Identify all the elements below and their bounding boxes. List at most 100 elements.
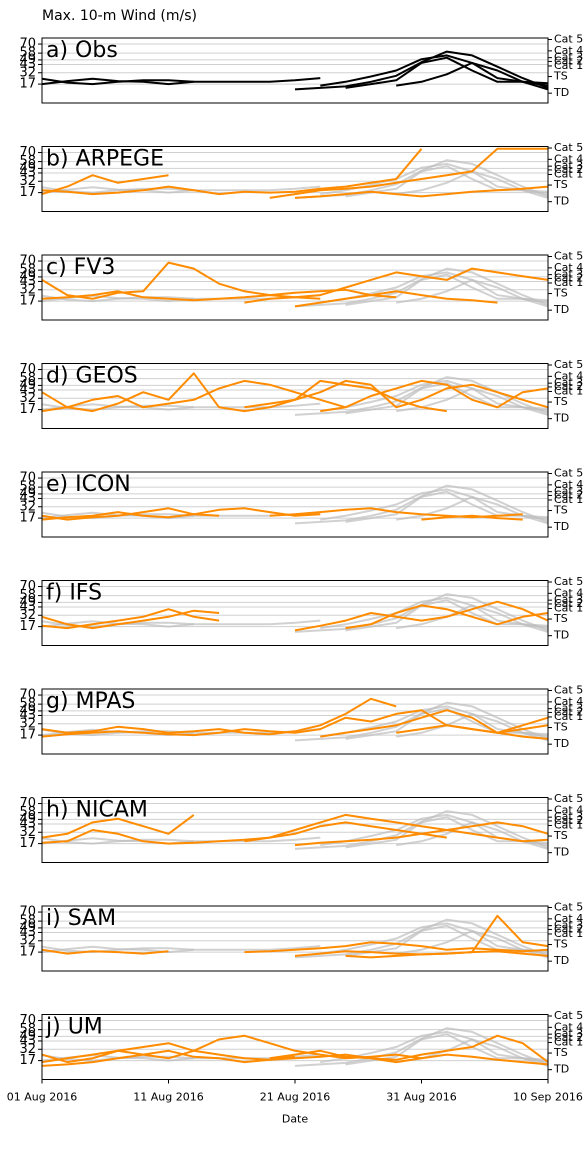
y2-tick-label: TS xyxy=(553,395,568,408)
y-tick-label: 49 xyxy=(19,486,36,501)
y-tick-label: 32 xyxy=(19,716,36,731)
series-line xyxy=(41,1049,549,1067)
series-line xyxy=(244,379,549,409)
y2-tick-label: TS xyxy=(553,70,568,83)
y2-tick-label: TD xyxy=(553,846,569,859)
y2-tick-label: TS xyxy=(553,287,568,300)
y-tick-label: 49 xyxy=(19,378,36,393)
reference-line xyxy=(396,278,549,308)
y-tick-label: 17 xyxy=(19,402,36,417)
y-tick-label: 17 xyxy=(19,728,36,743)
series-line xyxy=(41,148,423,196)
y2-tick-label: Cat 3 xyxy=(554,51,583,64)
y2-tick-label: Cat 3 xyxy=(554,702,583,715)
y2-tick-label: Cat 1 xyxy=(554,59,583,72)
series-line xyxy=(269,147,548,199)
panel-label: b) ARPEGE xyxy=(46,147,164,172)
series-line xyxy=(41,608,220,630)
y2-tick-label: TS xyxy=(553,829,568,842)
y-tick-label: 32 xyxy=(19,608,36,623)
y2-tick-label: TS xyxy=(553,1046,568,1059)
series-line xyxy=(244,813,549,843)
y2-tick-label: TD xyxy=(553,303,569,316)
y2-tick-label: Cat 5 xyxy=(554,141,583,154)
y2-tick-label: Cat 1 xyxy=(554,384,583,397)
y-tick-label: 49 xyxy=(19,52,36,67)
y2-tick-label: Cat 3 xyxy=(554,268,583,281)
y2-tick-label: Cat 5 xyxy=(554,792,583,805)
y-tick-label: 58 xyxy=(19,1022,36,1037)
y2-tick-label: Cat 4 xyxy=(554,369,583,382)
series-line xyxy=(244,941,549,954)
panel-frame xyxy=(41,580,549,646)
y-tick-label: 70 xyxy=(19,796,36,811)
y2-tick-label: Cat 5 xyxy=(554,575,583,588)
y-tick-label: 43 xyxy=(19,382,36,397)
y-tick-label: 43 xyxy=(19,57,36,72)
y-tick-label: 32 xyxy=(19,1042,36,1057)
series-line xyxy=(41,174,169,196)
y2-tick-label: Cat 3 xyxy=(554,376,583,389)
y2-tick-label: Cat 5 xyxy=(554,250,583,263)
y-tick-label: 70 xyxy=(19,37,36,52)
y-tick-label: 32 xyxy=(19,391,36,406)
series-line xyxy=(294,829,549,847)
y2-tick-label: Cat 5 xyxy=(554,358,583,371)
y-tick-label: 58 xyxy=(19,914,36,929)
reference-line xyxy=(320,488,549,521)
y2-tick-label: Cat 3 xyxy=(554,485,583,498)
panel-frame xyxy=(41,471,549,538)
y2-tick-label: TD xyxy=(553,412,569,425)
y-tick-label: 70 xyxy=(19,579,36,594)
y-tick-label: 43 xyxy=(19,816,36,831)
reference-line xyxy=(41,619,321,628)
series-line xyxy=(396,724,549,740)
series-line xyxy=(345,604,549,630)
y2-tick-label: Cat 4 xyxy=(554,1020,583,1033)
y2-tick-label: Cat 1 xyxy=(554,710,583,723)
y-tick-label: 43 xyxy=(19,925,36,940)
y2-tick-label: Cat 4 xyxy=(554,695,583,708)
panel-frame xyxy=(41,363,549,429)
y-tick-label: 17 xyxy=(19,294,36,309)
panel-label: i) SAM xyxy=(46,906,116,931)
y-tick-label: 70 xyxy=(19,362,36,377)
y2-tick-label: TS xyxy=(553,721,568,734)
series-line xyxy=(396,61,549,91)
series-line xyxy=(41,814,195,839)
y-tick-label: 32 xyxy=(19,499,36,514)
reference-line xyxy=(41,186,194,194)
y-tick-label: 43 xyxy=(19,708,36,723)
x-tick-label: 10 Sep 2016 xyxy=(513,1091,583,1104)
x-tick-label: 11 Aug 2016 xyxy=(133,1091,203,1104)
y-tick-label: 49 xyxy=(19,1029,36,1044)
x-tick-label: 31 Aug 2016 xyxy=(386,1091,456,1104)
y2-tick-label: TD xyxy=(553,954,569,967)
y2-tick-label: Cat 1 xyxy=(554,601,583,614)
panel-frame xyxy=(41,37,549,104)
series-line xyxy=(41,609,220,630)
y-tick-label: 17 xyxy=(19,1053,36,1068)
panel-frame xyxy=(41,254,549,321)
y-tick-label: 58 xyxy=(19,371,36,386)
y-tick-label: 70 xyxy=(19,1013,36,1028)
y2-tick-label: Cat 5 xyxy=(554,901,583,914)
y2-tick-label: Cat 2 xyxy=(554,1031,583,1044)
y2-tick-label: TD xyxy=(553,195,569,208)
y-tick-label: 58 xyxy=(19,588,36,603)
series-line xyxy=(41,77,194,86)
reference-line xyxy=(345,707,549,740)
y-tick-label: 70 xyxy=(19,471,36,486)
y2-tick-label: Cat 1 xyxy=(554,927,583,940)
y-tick-label: 43 xyxy=(19,599,36,614)
y-tick-label: 43 xyxy=(19,491,36,506)
reference-line xyxy=(396,170,549,199)
y2-tick-label: Cat 3 xyxy=(554,1027,583,1040)
series-line xyxy=(41,507,321,521)
reference-line xyxy=(396,712,549,742)
y2-tick-label: Cat 3 xyxy=(554,919,583,932)
y-tick-label: 58 xyxy=(19,263,36,278)
panel-label: h) NICAM xyxy=(46,798,148,823)
series-line xyxy=(41,379,346,413)
series-line xyxy=(320,379,549,413)
